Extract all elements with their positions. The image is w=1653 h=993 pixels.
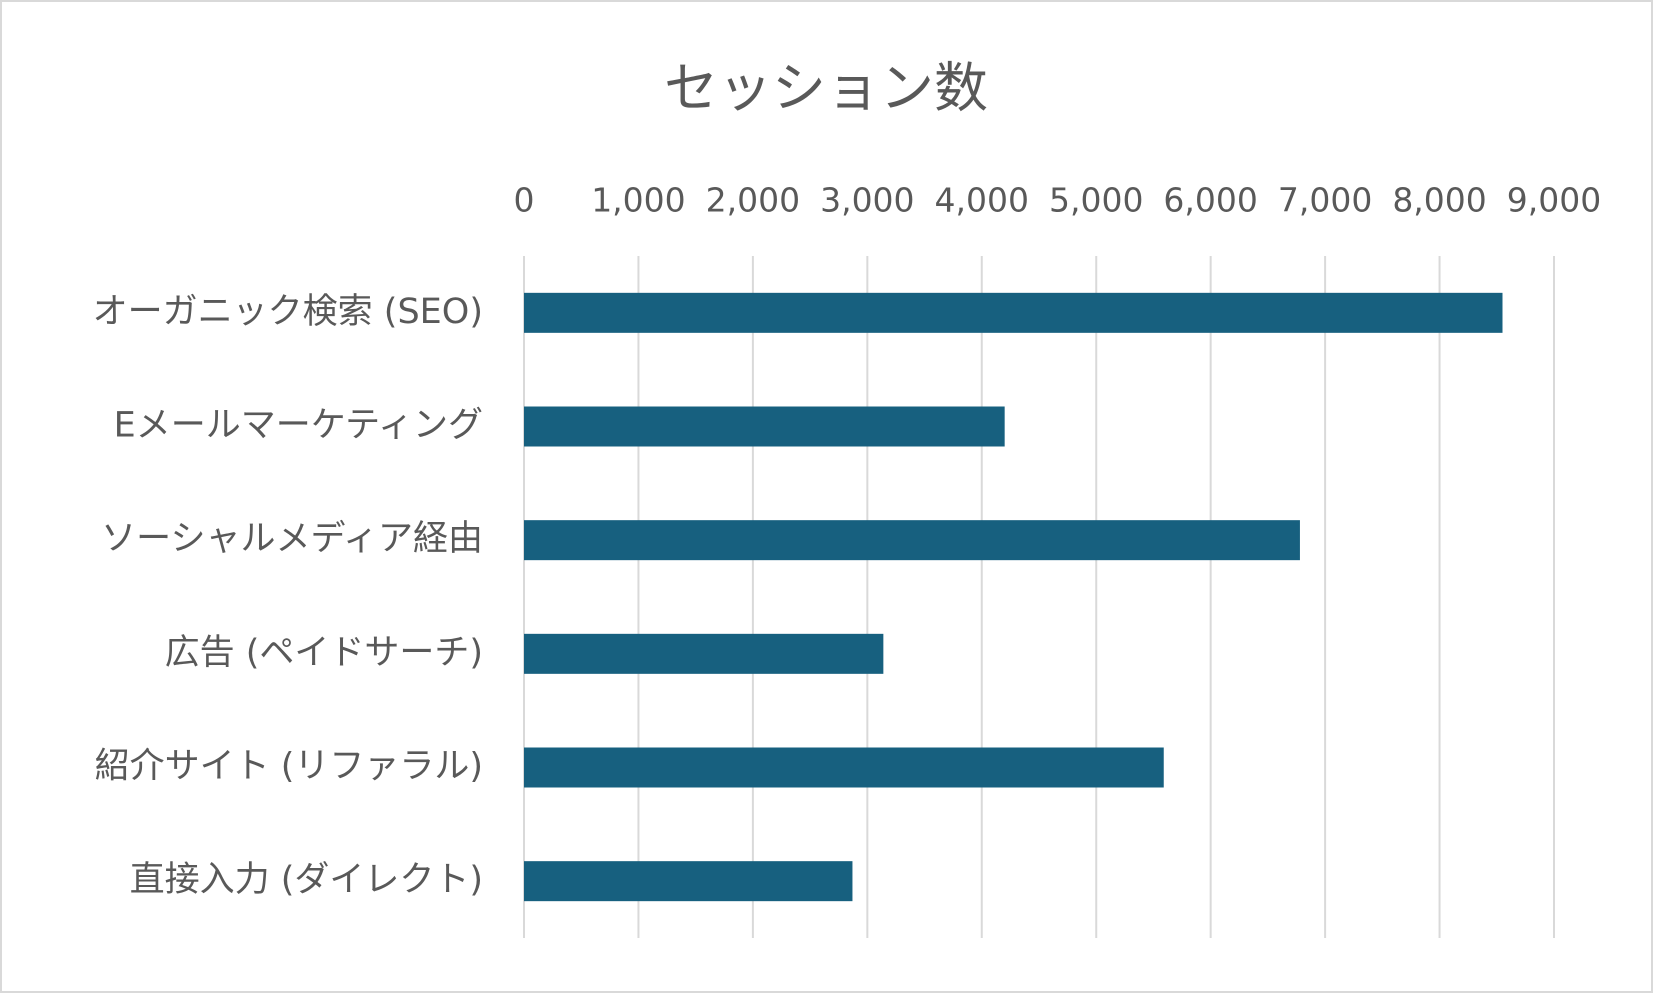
x-tick-label: 4,000 — [935, 181, 1029, 220]
y-tick-label: 紹介サイト (リファラル) — [95, 747, 483, 787]
chart-title: セッション数 — [664, 57, 988, 120]
x-tick-label: 6,000 — [1163, 181, 1257, 220]
y-tick-label: 広告 (ペイドサーチ) — [165, 633, 483, 673]
bar — [524, 406, 1005, 447]
bar — [524, 520, 1300, 561]
y-tick-label: Eメールマーケティング — [114, 406, 483, 446]
x-tick-label: 1,000 — [591, 181, 685, 220]
bar — [524, 633, 884, 674]
x-tick-label: 7,000 — [1278, 181, 1372, 220]
y-tick-label: ソーシャルメディア経由 — [101, 519, 483, 559]
x-tick-label: 0 — [514, 181, 535, 220]
bar — [524, 292, 1503, 333]
x-tick-label: 9,000 — [1507, 181, 1601, 220]
bar — [524, 861, 853, 902]
y-tick-label: オーガニック検索 (SEO) — [93, 292, 483, 332]
bar — [524, 747, 1164, 788]
x-tick-label: 8,000 — [1392, 181, 1486, 220]
x-tick-label: 3,000 — [820, 181, 914, 220]
y-tick-label: 直接入力 (ダイレクト) — [130, 860, 483, 900]
x-tick-label: 2,000 — [706, 181, 800, 220]
x-tick-label: 5,000 — [1049, 181, 1143, 220]
